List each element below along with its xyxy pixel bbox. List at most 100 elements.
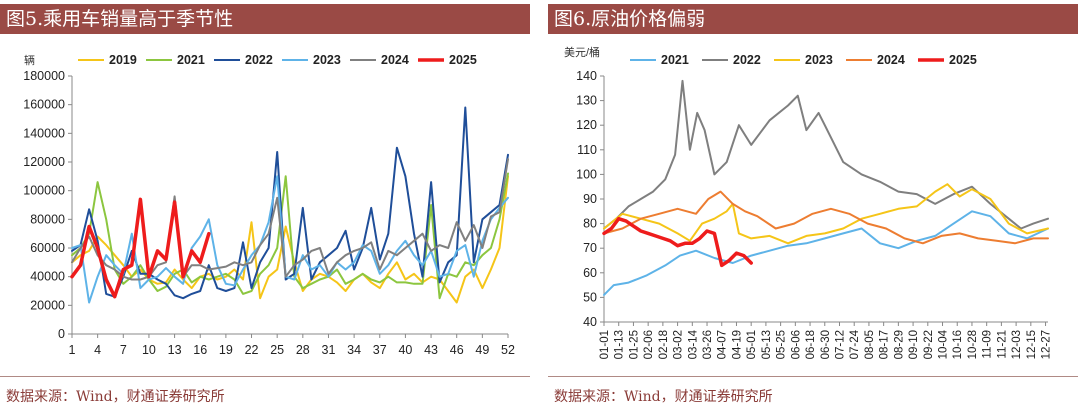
left-legend-label-2023: 2023 (313, 53, 341, 67)
right-x-tick-label: 12-15 (1026, 330, 1038, 359)
left-source-note: 数据来源：Wind，财通证券研究所 (6, 389, 225, 405)
right-y-tick-label: 50 (583, 290, 597, 304)
left-x-tick-label: 46 (450, 343, 464, 357)
left-legend-label-2024: 2024 (381, 53, 409, 67)
right-x-tick-label: 10-04 (938, 329, 950, 359)
left-series-2019 (71, 175, 509, 304)
left-x-tick-label: 52 (501, 343, 515, 357)
right-y-tick-label: 130 (576, 94, 597, 108)
right-series-2022 (603, 79, 1049, 230)
left-y-tick-label: 100000 (23, 184, 65, 198)
right-x-tick-label: 07-12 (834, 330, 846, 359)
right-x-tick-label: 07-24 (849, 329, 861, 359)
right-x-tick-label: 10-16 (952, 330, 964, 359)
right-source-note: 数据来源：Wind，财通证券研究所 (554, 389, 773, 405)
right-chart-header: 图6.原油价格偏弱 (548, 4, 1078, 34)
right-y-tick-label: 70 (583, 241, 597, 255)
left-x-tick-label: 7 (120, 343, 127, 357)
right-x-tick-label: 05-13 (761, 330, 773, 359)
left-x-tick-label: 28 (296, 343, 310, 357)
right-series-2023 (603, 183, 1049, 245)
right-x-tick-label: 08-17 (879, 330, 891, 359)
right-y-tick-label: 140 (576, 69, 597, 83)
right-x-tick-label: 05-01 (746, 330, 758, 359)
right-series-2021 (603, 210, 1049, 296)
left-chart-svg: 辆 0 20000 40000 60000 80000 100000 120000 140000… (23, 53, 515, 357)
right-x-tick-label: 09-10 (908, 330, 920, 359)
right-legend-label-2024: 2024 (877, 53, 905, 67)
right-x-tick-label: 11-09 (982, 330, 994, 359)
left-legend-label-2021: 2021 (177, 53, 205, 67)
right-x-tick-label: 11-21 (996, 330, 1008, 359)
right-x-tick-label: 08-29 (893, 330, 905, 359)
right-y-tick-label: 80 (583, 217, 597, 231)
left-series-2025 (70, 197, 211, 299)
right-x-tick-label: 01-13 (614, 330, 626, 359)
left-x-tick-label: 49 (475, 343, 489, 357)
right-x-tick-label: 03-02 (673, 330, 685, 359)
left-y-tick-label: 60000 (30, 241, 65, 255)
left-x-tick-label: 1 (69, 343, 76, 357)
left-x-tick-label: 40 (398, 343, 412, 357)
right-legend-label-2022: 2022 (733, 53, 761, 67)
right-y-tick-label: 110 (577, 143, 597, 157)
left-chart-panel: 图5.乘用车销量高于季节性 辆 0 20000 40000 60000 80000 1000… (0, 0, 530, 418)
left-x-tick-label: 34 (347, 343, 361, 357)
right-divider (548, 376, 1078, 377)
right-y-tick-label: 120 (576, 118, 597, 132)
right-x-tick-label: 08-05 (864, 330, 876, 359)
left-x-tick-label: 13 (168, 343, 182, 357)
right-legend-label-2023: 2023 (805, 53, 833, 67)
right-x-tick-label: 06-18 (805, 330, 817, 359)
left-x-tick-label: 31 (322, 343, 336, 357)
left-series-2024 (71, 158, 509, 281)
left-series-2021 (71, 172, 509, 300)
right-x-tick-label: 09-22 (923, 330, 935, 359)
right-x-tick-label: 01-01 (599, 330, 611, 359)
left-y-tick-label: 0 (58, 327, 65, 341)
left-x-tick-label: 43 (424, 343, 438, 357)
right-chart-svg: 美元/桶 40 50 60 70 80 90 100 110 120 130 140 01-01 01-1… (564, 45, 1053, 359)
right-y-tick-label: 100 (576, 167, 597, 181)
left-y-tick-label: 140000 (23, 126, 65, 140)
left-y-tick-label: 160000 (23, 98, 65, 112)
right-x-tick-label: 04-19 (731, 330, 743, 359)
left-series-2022 (71, 106, 509, 300)
right-x-tick-label: 03-26 (702, 330, 714, 359)
left-legend-label-2022: 2022 (245, 53, 273, 67)
left-y-tick-label: 120000 (23, 155, 65, 169)
left-legend-label-2019: 2019 (109, 53, 137, 67)
left-x-tick-label: 19 (219, 343, 233, 357)
left-legend-label-2025: 2025 (449, 53, 477, 67)
right-x-tick-label: 12-27 (1041, 330, 1053, 359)
right-legend-label-2021: 2021 (661, 53, 689, 67)
right-x-tick-label: 04-07 (717, 330, 729, 359)
right-y-tick-label: 60 (583, 266, 597, 280)
left-x-tick-label: 16 (193, 343, 207, 357)
right-x-tick-label: 03-14 (687, 329, 699, 359)
right-x-tick-label: 06-06 (790, 330, 802, 359)
right-y-tick-label: 40 (583, 315, 597, 329)
right-x-tick-label: 12-03 (1011, 330, 1023, 359)
left-x-tick-label: 37 (373, 343, 387, 357)
right-series-2025 (602, 216, 753, 268)
left-y-tick-label: 80000 (30, 212, 65, 226)
left-x-tick-label: 22 (245, 343, 259, 357)
left-x-tick-label: 10 (142, 343, 156, 357)
right-x-tick-label: 06-30 (820, 330, 832, 359)
left-chart-header: 图5.乘用车销量高于季节性 (0, 4, 530, 34)
left-y-tick-label: 40000 (30, 270, 65, 284)
right-x-tick-label: 02-18 (658, 330, 670, 359)
left-y-tick-label: 180000 (23, 69, 65, 83)
left-divider (0, 376, 530, 377)
left-x-tick-label: 4 (94, 343, 101, 357)
left-y-axis-label: 辆 (24, 53, 35, 67)
left-series-2023 (71, 175, 509, 304)
right-x-tick-label: 05-25 (776, 330, 788, 359)
right-y-axis-label: 美元/桶 (564, 45, 600, 59)
right-x-tick-label: 02-06 (643, 330, 655, 359)
right-x-tick-label: 01-25 (628, 330, 640, 359)
right-series-2024 (603, 190, 1049, 245)
right-y-tick-label: 90 (583, 192, 597, 206)
left-y-tick-label: 20000 (30, 298, 65, 312)
